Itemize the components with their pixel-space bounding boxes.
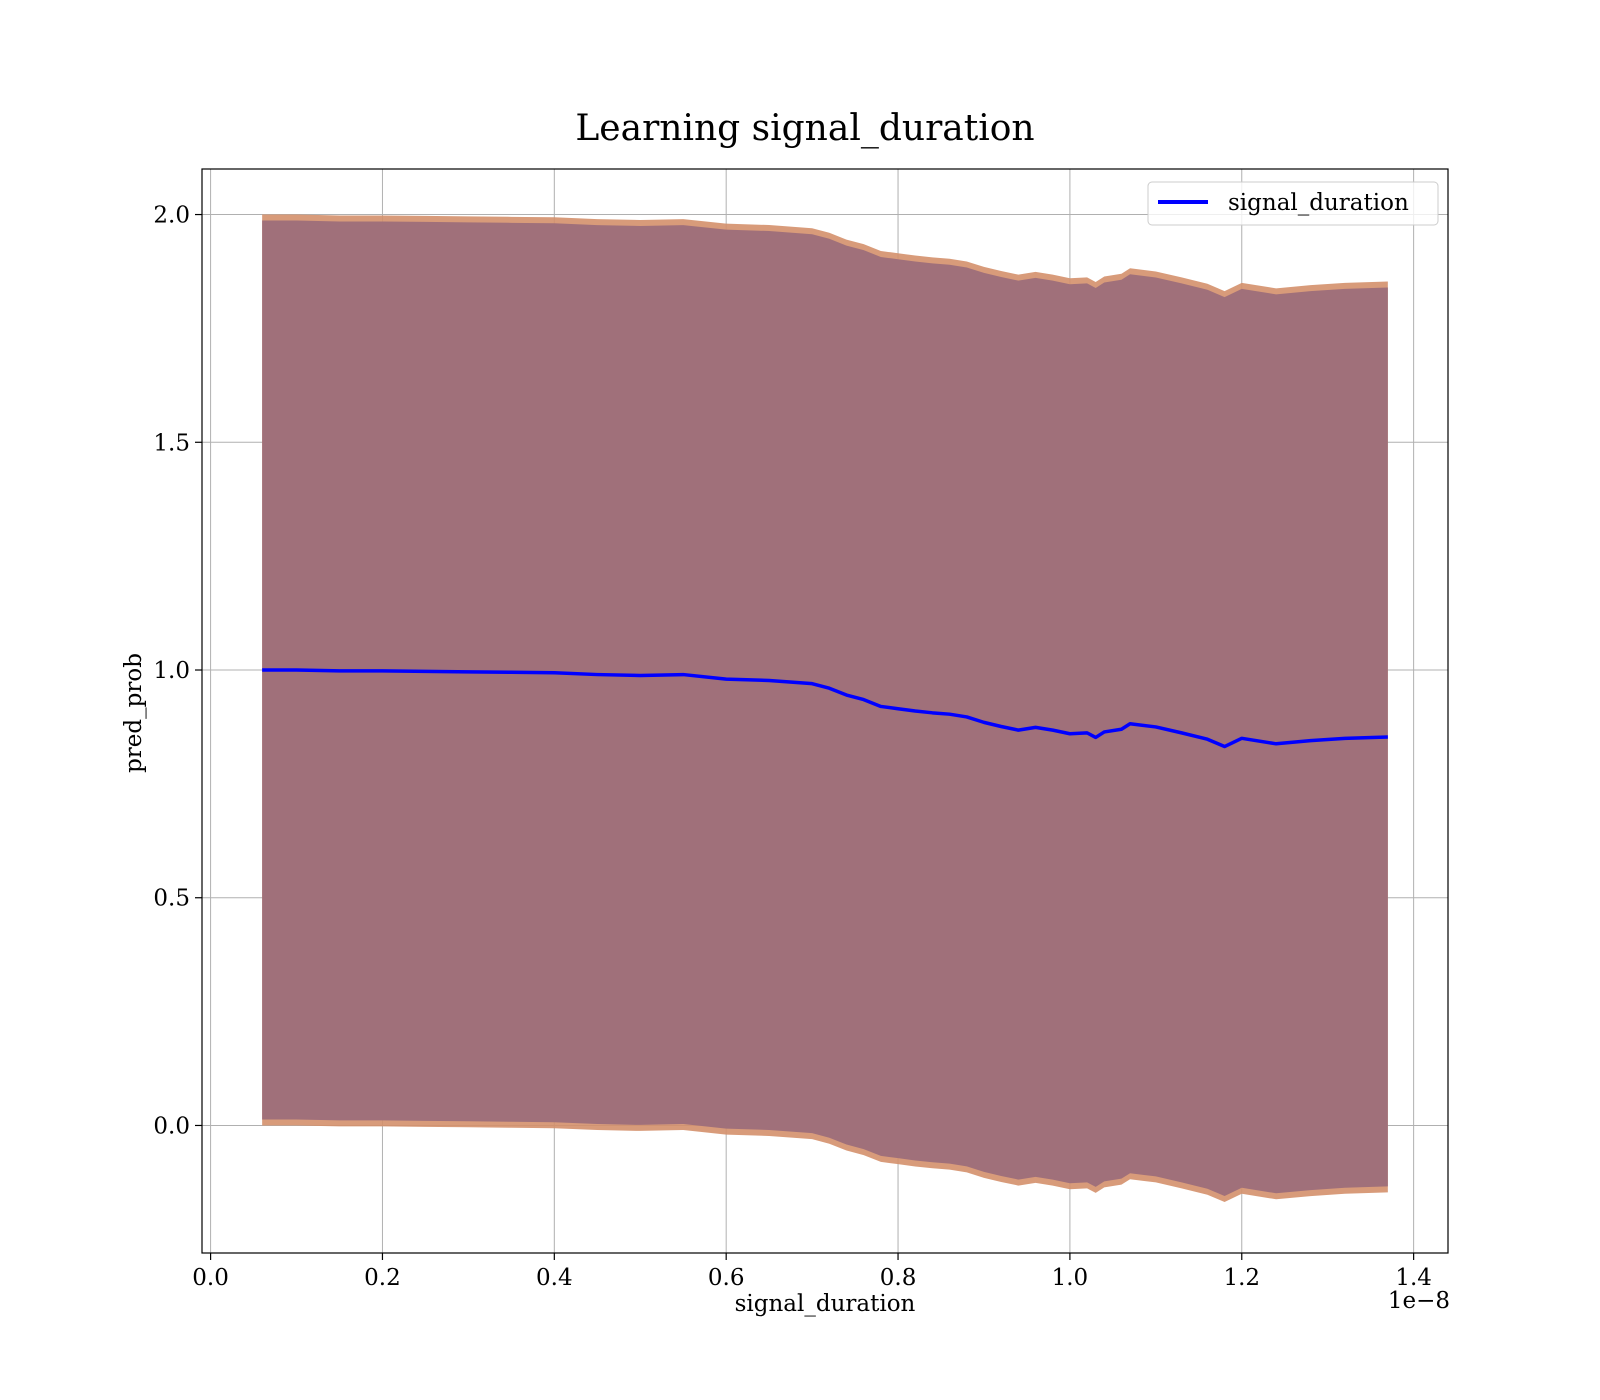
y-ticks: 0.0 0.5 1.0 1.5 2.0 bbox=[153, 203, 202, 1139]
x-tick-label: 0.4 bbox=[536, 1265, 573, 1291]
y-tick-label: 1.0 bbox=[153, 658, 190, 684]
x-tick-label: 1.4 bbox=[1395, 1265, 1432, 1291]
x-axis-offset-label: 1e−8 bbox=[1388, 1288, 1450, 1314]
confidence-band bbox=[262, 214, 1388, 1202]
chart-title: Learning signal_duration bbox=[575, 108, 1034, 149]
x-ticks: 0.0 0.2 0.4 0.6 0.8 1.0 1.2 1.4 bbox=[192, 1253, 1432, 1291]
x-tick-label: 0.2 bbox=[364, 1265, 401, 1291]
x-tick-label: 0.6 bbox=[708, 1265, 745, 1291]
y-tick-label: 0.5 bbox=[153, 886, 190, 912]
series-line-signal-duration bbox=[262, 668, 1388, 749]
x-tick-label: 1.2 bbox=[1223, 1265, 1260, 1291]
legend-box bbox=[1147, 181, 1439, 226]
y-tick-label: 0.0 bbox=[153, 1113, 190, 1139]
series-lines bbox=[262, 668, 1388, 749]
x-tick-label: 1.0 bbox=[1052, 1265, 1089, 1291]
plot-frame bbox=[201, 168, 1449, 1254]
y-tick-label: 2.0 bbox=[153, 203, 190, 229]
y-tick-label: 1.5 bbox=[153, 430, 190, 456]
x-tick-label: 0.8 bbox=[880, 1265, 917, 1291]
x-tick-label: 0.0 bbox=[192, 1265, 229, 1291]
legend-entry-signal-duration: signal_duration bbox=[1228, 190, 1409, 216]
confidence-band-inner bbox=[262, 220, 1388, 1196]
y-axis-label: pred_prob bbox=[121, 653, 147, 773]
legend: signal_duration bbox=[1147, 181, 1439, 226]
x-axis-label: signal_duration bbox=[735, 1291, 916, 1317]
